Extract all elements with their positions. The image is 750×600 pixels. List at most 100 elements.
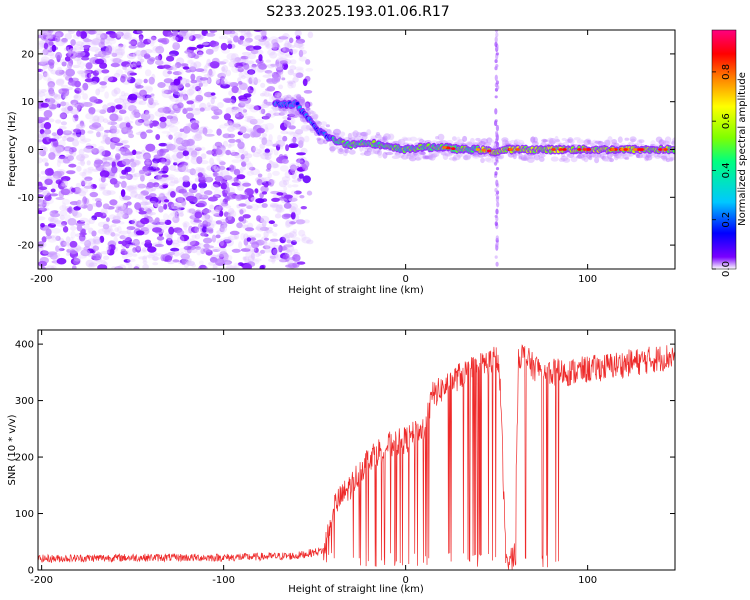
heatmap-noise-cell [302,175,311,184]
heatmap-noise-cell [55,79,65,86]
heatmap-noise-cell [91,253,101,260]
heatmap-noise-cell [162,184,168,189]
heatmap-noise-cell [142,263,149,269]
heatmap-noise-cell [83,45,90,53]
heatmap-noise-cell [215,149,223,155]
heatmap-noise-cell [158,170,168,174]
heatmap-noise-cell [246,118,253,123]
heatmap-noise-cell [68,163,77,168]
heatmap-noise-cell [233,262,240,269]
heatmap-noise-cell [286,256,294,265]
heatmap-noise-cell [201,209,212,214]
heatmap-noise-cell [102,104,109,111]
heatmap-noise-cell [186,52,192,59]
heatmap-noise-cell [197,33,204,41]
heatmap-noise-cell [95,200,103,208]
heatmap-noise-cell [224,195,229,203]
heatmap-noise-cell [70,230,76,239]
heatmap-noise-cell [61,221,68,226]
heatmap-noise-cell [198,82,203,87]
y-tick-label: 400 [15,340,34,351]
heatmap-noise-cell [248,70,255,75]
heatmap-noise-cell [209,220,218,226]
x-tick-label: -200 [30,274,53,285]
heatmap-noise-cell [122,154,132,159]
heatmap-noise-cell [265,101,273,106]
heatmap-noise-cell [122,128,128,133]
heatmap-noise-cell [284,54,294,59]
heatmap-noise-cell [136,30,143,34]
heatmap-noise-cell [55,119,62,124]
heatmap-noise-cell [265,230,274,234]
heatmap-noise-cell [61,61,67,67]
heatmap-noise-cell [255,198,265,204]
heatmap-noise-cell [219,145,226,151]
heatmap-noise-cell [39,149,47,157]
heatmap-noise-cell [260,82,266,88]
heatmap-halo-cell [320,121,327,126]
heatmap-noise-cell [132,238,140,247]
heatmap-noise-cell [55,51,63,60]
heatmap-noise-cell [176,102,184,109]
heatmap-noise-cell [245,160,252,165]
heatmap-noise-cell [233,35,239,43]
heatmap-noise-cell [179,212,184,217]
heatmap-noise-cell [284,194,293,199]
heatmap-noise-cell [218,240,227,249]
heatmap-noise-cell [167,70,173,75]
heatmap-noise-cell [144,158,153,167]
heatmap-noise-cell [147,58,155,65]
heatmap-noise-cell [223,122,234,127]
heatmap-noise-cell [269,253,279,259]
heatmap-noise-cell [122,195,132,201]
heatmap-noise-cell [40,223,45,228]
heatmap-noise-cell [110,62,120,68]
heatmap-noise-cell [120,51,125,56]
heatmap-noise-cell [299,136,305,144]
heatmap-noise-cell [145,210,153,217]
heatmap-noise-cell [219,253,224,260]
heatmap-noise-cell [255,226,265,231]
heatmap-noise-cell [110,141,116,150]
heatmap-noise-cell [276,206,282,213]
heatmap-noise-cell [294,66,304,71]
heatmap-noise-cell [276,66,284,73]
heatmap-noise-cell [190,79,198,84]
heatmap-noise-cell [46,34,54,40]
heatmap-noise-cell [79,187,89,194]
heatmap-noise-cell [54,31,64,38]
heatmap-noise-cell [114,48,123,54]
heatmap-streak-cell [494,108,498,115]
heatmap-noise-cell [282,135,288,142]
heatmap-noise-cell [281,176,291,182]
heatmap-noise-cell [221,65,228,73]
heatmap-noise-cell [38,157,43,164]
heatmap-noise-cell [244,115,254,119]
heatmap-noise-cell [103,157,113,161]
heatmap-noise-cell [177,145,187,151]
heatmap-noise-cell [55,101,60,109]
heatmap-noise-cell [241,224,250,229]
heatmap-noise-cell [139,201,149,206]
heatmap-noise-cell [210,97,215,105]
heatmap-noise-cell [298,173,304,179]
heatmap-noise-cell [201,225,208,233]
heatmap-noise-cell [178,205,186,209]
heatmap-noise-cell [148,76,155,85]
heatmap-noise-cell [48,104,58,110]
heatmap-noise-cell [138,193,144,200]
heatmap-noise-cell [62,130,72,136]
spectrogram-x-axis-label: Height of straight line (km) [288,285,424,296]
heatmap-noise-cell [114,142,124,146]
heatmap-noise-cell [225,69,232,77]
heatmap-noise-cell [87,130,94,134]
heatmap-noise-cell [148,211,156,216]
heatmap-noise-cell [304,101,311,108]
heatmap-noise-cell [116,30,122,39]
heatmap-noise-cell [101,150,111,157]
heatmap-noise-cell [106,190,116,196]
heatmap-noise-cell [261,191,268,195]
heatmap-noise-cell [264,90,270,98]
heatmap-noise-cell [196,75,203,83]
heatmap-noise-cell [163,78,174,84]
